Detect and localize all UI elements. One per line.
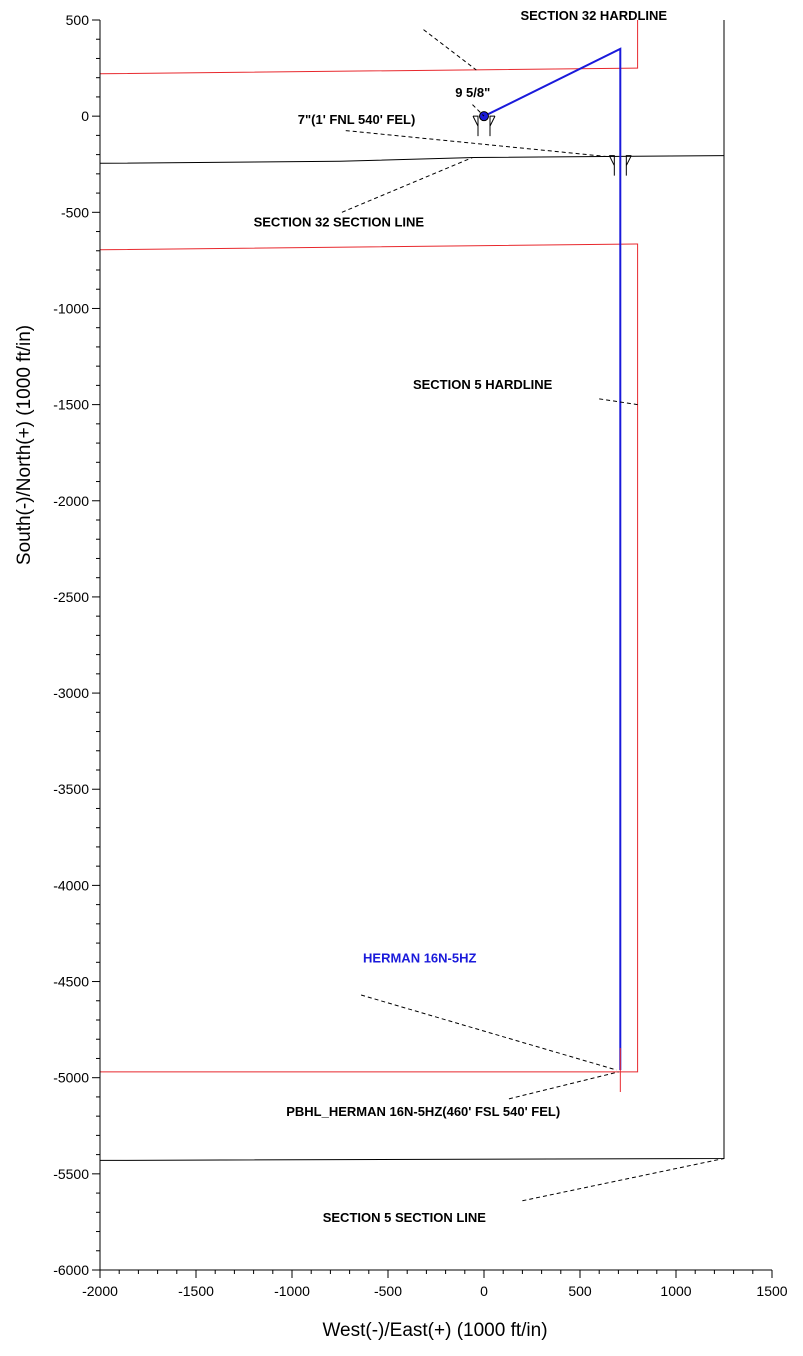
y-tick-label: 500 xyxy=(66,12,90,28)
annotation-leader xyxy=(341,157,473,213)
y-axis-title: South(-)/North(+) (1000 ft/in) xyxy=(14,325,35,565)
casing-shoe-right xyxy=(625,155,632,176)
y-tick-label: -5500 xyxy=(53,1166,89,1182)
casing-shoe-left xyxy=(608,155,615,176)
annotation-leader xyxy=(345,130,607,158)
annotation-label: SECTION 5 SECTION LINE xyxy=(323,1210,487,1225)
annotation-label: SECTION 32 HARDLINE xyxy=(520,8,667,23)
y-tick-label: -2500 xyxy=(53,589,89,605)
annotation-leader xyxy=(599,398,638,406)
y-tick-label: 0 xyxy=(81,108,89,124)
y-tick-label: -6000 xyxy=(53,1262,89,1278)
x-tick-label: -1000 xyxy=(274,1283,310,1299)
annotation-label: SECTION 5 HARDLINE xyxy=(413,377,553,392)
y-tick-label: -5000 xyxy=(53,1070,89,1086)
x-tick-label: 1500 xyxy=(756,1283,787,1299)
annotation-label: PBHL_HERMAN 16N-5HZ(460' FSL 540' FEL) xyxy=(286,1104,560,1119)
well-path-layer xyxy=(483,47,622,1070)
casing-shoe-left xyxy=(472,115,479,137)
hardline xyxy=(99,20,639,75)
y-tick-label: -3000 xyxy=(53,685,89,701)
annotation-label: 7"(1' FNL 540' FEL) xyxy=(298,112,416,127)
hardline-layer xyxy=(99,20,639,1073)
section-line xyxy=(99,20,725,1161)
x-tick-label: -500 xyxy=(374,1283,402,1299)
casing-shoe-right xyxy=(489,115,496,137)
y-tick-label: -500 xyxy=(61,204,89,220)
x-tick-label: -2000 xyxy=(82,1283,118,1299)
leader-layer xyxy=(341,29,725,1202)
y-tick-label: -4500 xyxy=(53,974,89,990)
x-tick-label: 1000 xyxy=(660,1283,691,1299)
x-tick-label: -1500 xyxy=(178,1283,214,1299)
section-line xyxy=(99,155,725,164)
annotation-leader xyxy=(508,1071,619,1100)
annotation-leader xyxy=(522,1157,725,1202)
y-tick-label: -3500 xyxy=(53,781,89,797)
annotation-label: SECTION 32 SECTION LINE xyxy=(254,215,425,230)
annotation-leader xyxy=(360,994,617,1071)
section-line-layer xyxy=(99,20,725,1161)
axis-layer: 500 0 -500 -1000 -1500 -2000 -2500 -3000 -3500 -4… xyxy=(53,12,788,1299)
marker-layer xyxy=(472,111,632,1092)
well-path-line xyxy=(483,47,622,1070)
y-tick-label: -1000 xyxy=(53,300,89,316)
x-tick-label: 0 xyxy=(480,1283,488,1299)
annotation-leader xyxy=(423,29,477,71)
annotation-label: HERMAN 16N-5HZ xyxy=(363,950,476,965)
annotation-label: 9 5/8" xyxy=(455,85,490,100)
x-tick-label: 500 xyxy=(568,1283,592,1299)
y-tick-label: -1500 xyxy=(53,397,89,413)
hardline xyxy=(99,243,639,1073)
label-layer: SECTION 32 HARDLINE 9 5/8" 7"(1' FNL 540' … xyxy=(254,8,668,1225)
annotation-leader xyxy=(472,104,485,117)
y-tick-label: -4000 xyxy=(53,877,89,893)
y-tick-label: -2000 xyxy=(53,493,89,509)
x-axis-title: West(-)/East(+) (1000 ft/in) xyxy=(322,1320,547,1341)
